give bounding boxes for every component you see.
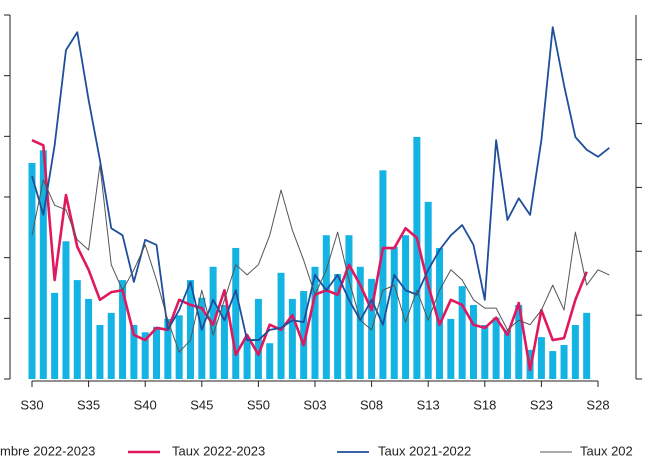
x-tick-label: S03 <box>303 397 326 412</box>
bar <box>62 241 70 379</box>
bar <box>503 329 511 379</box>
bar <box>288 298 296 379</box>
bar <box>277 272 285 379</box>
bar <box>537 337 545 379</box>
bar <box>413 136 421 379</box>
x-tick-label: S35 <box>77 397 100 412</box>
bar <box>469 304 477 379</box>
bar <box>458 286 466 379</box>
bar <box>39 150 47 379</box>
bar <box>447 318 455 379</box>
bar <box>186 280 194 379</box>
bar <box>356 266 364 379</box>
bar <box>175 315 183 379</box>
bar <box>28 163 36 379</box>
bar <box>515 304 523 379</box>
legend-label: Taux 202 <box>580 443 633 458</box>
x-tick-label: S23 <box>530 397 553 412</box>
bar <box>73 280 81 379</box>
x-tick-label: S50 <box>247 397 270 412</box>
x-tick-label: S30 <box>20 397 43 412</box>
bar <box>300 291 308 379</box>
bar <box>141 332 149 379</box>
bar <box>560 345 568 379</box>
bar <box>424 201 432 379</box>
bar <box>164 318 172 379</box>
legend-label: mbre 2022-2023 <box>0 443 95 458</box>
bar <box>549 351 557 379</box>
bar <box>492 317 500 379</box>
line <box>31 138 588 372</box>
bar <box>119 280 127 379</box>
legend-label: Taux 2021-2022 <box>378 443 471 458</box>
bar <box>436 247 444 379</box>
bar <box>571 325 579 379</box>
bar <box>402 235 410 379</box>
bar <box>51 292 59 379</box>
bar <box>390 246 398 379</box>
bar <box>243 337 251 379</box>
bar <box>345 235 353 379</box>
x-tick-label: S18 <box>473 397 496 412</box>
bar <box>311 266 319 379</box>
bar <box>153 326 161 379</box>
bar <box>481 325 489 379</box>
x-tick-label: S45 <box>190 397 213 412</box>
line <box>31 164 610 353</box>
legend-label: Taux 2022-2023 <box>172 443 265 458</box>
x-tick-label: S28 <box>586 397 609 412</box>
bar <box>583 312 591 379</box>
bar <box>107 312 115 379</box>
bar <box>96 325 104 379</box>
bar <box>130 325 138 379</box>
bar <box>334 274 342 379</box>
x-tick-label: S13 <box>417 397 440 412</box>
bar <box>85 298 93 379</box>
bar <box>379 170 387 379</box>
x-tick-label: S08 <box>360 397 383 412</box>
bar <box>220 304 228 379</box>
x-tick-label: S40 <box>134 397 157 412</box>
bar <box>322 235 330 379</box>
bar <box>198 297 206 379</box>
bar <box>232 247 240 379</box>
bar <box>266 343 274 379</box>
